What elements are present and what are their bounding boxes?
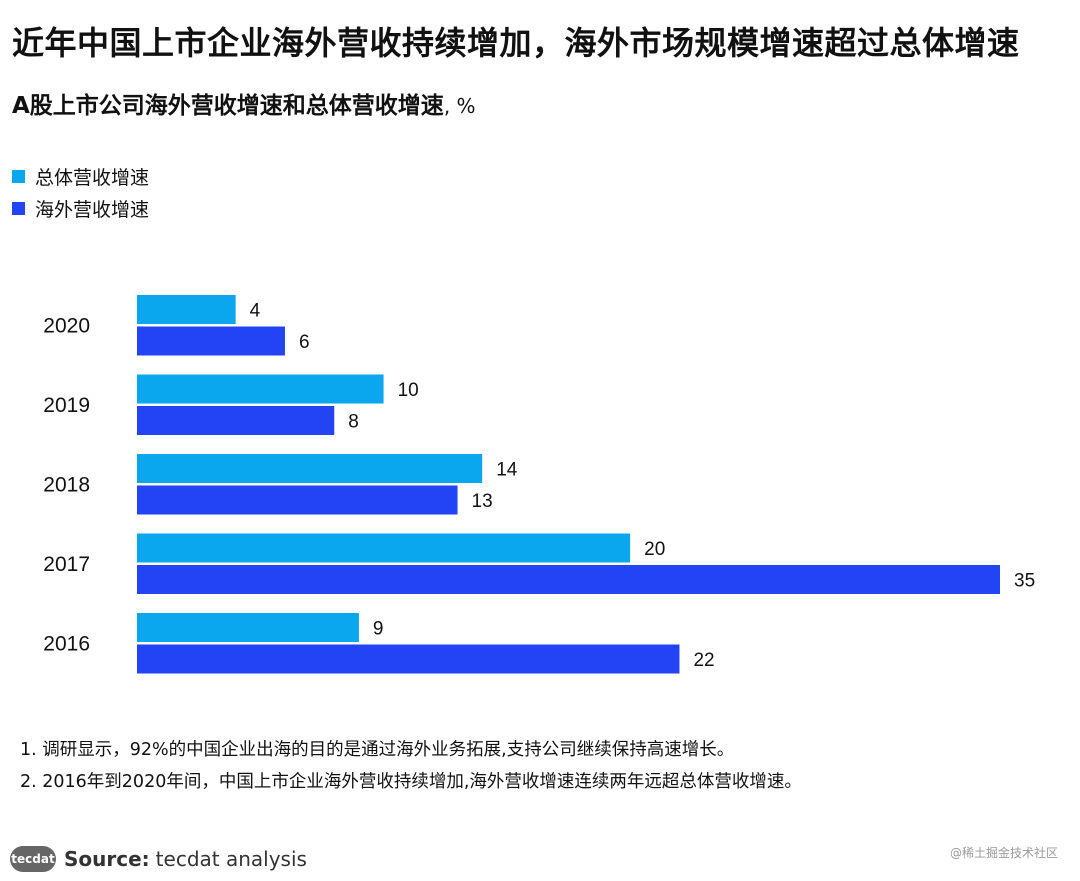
- tecdat-logo: tecdat: [10, 846, 56, 872]
- source-line: tecdat Source: tecdat analysis: [10, 846, 307, 872]
- data-label-overseas-2018: 13: [472, 491, 493, 512]
- bar-overseas-2018: [137, 485, 458, 515]
- subtitle-unit: , %: [443, 94, 476, 118]
- bar-overseas-2016: [137, 644, 680, 674]
- bar-overseas-2020: [137, 326, 285, 356]
- bar-total-2017: [137, 533, 631, 563]
- chart-title: 近年中国上市企业海外营收持续增加，海外市场规模增速超过总体增速: [12, 24, 1020, 62]
- bar-total-2019: [137, 374, 384, 404]
- bar-overseas-2019: [137, 406, 335, 435]
- data-label-overseas-2019: 8: [348, 412, 359, 433]
- source-value: tecdat analysis: [155, 847, 307, 871]
- footnote-1: 1. 调研显示，92%的中国企业出海的目的是通过海外业务拓展,支持公司继续保持高…: [20, 740, 735, 760]
- watermark: @稀土掘金技术社区: [949, 846, 1058, 860]
- y-tick-label-2017: 2017: [43, 553, 90, 576]
- data-label-overseas-2016: 22: [693, 650, 714, 671]
- data-label-overseas-2017: 35: [1014, 571, 1035, 592]
- subtitle-text: A股上市公司海外营收增速和总体营收增速: [12, 93, 444, 119]
- bar-total-2018: [137, 454, 483, 483]
- legend-label-total: 总体营收增速: [35, 166, 150, 189]
- data-label-total-2016: 9: [373, 619, 384, 640]
- y-tick-label-2020: 2020: [43, 314, 90, 337]
- legend-label-overseas: 海外营收增速: [35, 198, 150, 221]
- legend-item-total: 总体营收增速: [12, 160, 149, 192]
- legend-item-overseas: 海外营收增速: [12, 192, 149, 224]
- data-label-total-2020: 4: [250, 301, 261, 322]
- chart-subtitle: A股上市公司海外营收增速和总体营收增速, %: [12, 86, 476, 120]
- y-tick-label-2018: 2018: [43, 473, 90, 496]
- footnote-2: 2. 2016年到2020年间，中国上市企业海外营收持续增加,海外营收增速连续两…: [20, 772, 802, 792]
- source-label: Source:: [64, 847, 150, 871]
- data-label-total-2019: 10: [398, 380, 419, 401]
- y-tick-label-2019: 2019: [43, 394, 90, 417]
- footnotes: 1. 调研显示，92%的中国企业出海的目的是通过海外业务拓展,支持公司继续保持高…: [20, 734, 802, 798]
- legend-swatch-total: [12, 169, 25, 183]
- data-label-total-2017: 20: [644, 539, 665, 560]
- bar-total-2020: [137, 295, 236, 324]
- legend-swatch-overseas: [12, 201, 25, 215]
- data-label-total-2018: 14: [496, 460, 518, 481]
- bar-total-2016: [137, 613, 359, 642]
- data-label-overseas-2020: 6: [299, 332, 310, 353]
- bar-overseas-2017: [137, 565, 1000, 594]
- y-tick-label-2016: 2016: [43, 632, 90, 655]
- legend: 总体营收增速 海外营收增速: [12, 160, 149, 224]
